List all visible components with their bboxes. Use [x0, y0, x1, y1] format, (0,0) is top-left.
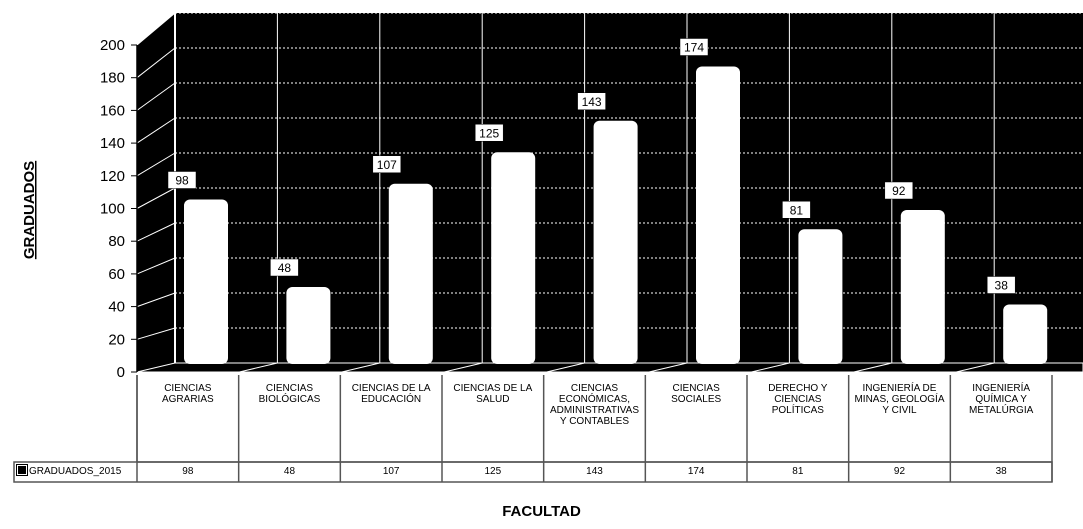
data-label: 38 — [995, 279, 1009, 293]
floor-divider — [341, 362, 380, 373]
data-label: 125 — [479, 126, 499, 140]
legend-swatch — [16, 464, 28, 476]
x-tick-label: INGENIERÍA DE MINAS, GEOLOGÍA Y CIVIL — [854, 383, 945, 416]
x-tick-label: CIENCIAS SOCIALES — [671, 383, 722, 405]
gridline-side — [136, 222, 176, 242]
bar — [491, 152, 536, 364]
y-tick-label: 20 — [108, 331, 125, 348]
floor-divider — [751, 362, 790, 373]
data-label: 92 — [892, 184, 906, 198]
y-tick-label: 160 — [100, 102, 125, 119]
data-label-box — [167, 171, 197, 189]
bar — [798, 229, 843, 364]
data-label-box — [474, 124, 504, 142]
data-label-box — [884, 181, 914, 200]
x-axis-label: FACULTAD — [502, 503, 581, 520]
x-tick-label: CIENCIAS AGRARIAS — [161, 383, 214, 405]
x-tick-label: CIENCIAS DE LA SALUD — [453, 383, 533, 405]
floor-divider — [956, 362, 995, 373]
floor-divider — [853, 362, 892, 373]
data-label-box — [782, 201, 811, 219]
floor-divider — [546, 362, 585, 373]
bar — [696, 66, 740, 364]
gridline-side — [136, 82, 176, 111]
y-tick-label: 0 — [117, 364, 125, 381]
floor-divider — [648, 362, 688, 373]
data-table-value: 125 — [484, 466, 502, 477]
data-label-box — [270, 258, 299, 277]
floor-divider — [239, 362, 278, 373]
data-table-value: 81 — [792, 466, 804, 477]
gridline-side — [136, 187, 176, 209]
gridline-side — [136, 117, 176, 144]
y-tick-label: 100 — [100, 201, 125, 218]
data-label: 143 — [582, 95, 602, 109]
data-table-value: 48 — [283, 466, 296, 477]
data-label: 98 — [175, 174, 189, 188]
data-label-box — [372, 155, 402, 173]
data-table-value: 107 — [382, 466, 400, 477]
x-tick-label: DERECHO Y CIENCIAS POLÍTICAS — [768, 383, 828, 416]
data-table-value: 92 — [893, 466, 906, 477]
gridline-side — [136, 327, 176, 340]
data-label: 81 — [790, 203, 804, 217]
x-tick-label: INGENIERÍA QUÍMICA Y METALÚRGIA — [969, 383, 1034, 416]
gridline-side — [136, 47, 176, 79]
data-table-legend: GRADUADOS_2015 — [14, 462, 138, 482]
data-label-box — [577, 92, 606, 110]
data-label-box — [986, 276, 1016, 294]
y-tick-label: 120 — [100, 168, 125, 185]
bar — [900, 210, 945, 364]
floor-divider — [444, 362, 483, 373]
y-axis-label: GRADUADOS — [8, 150, 48, 270]
bar — [1003, 304, 1048, 364]
data-label: 174 — [684, 41, 704, 55]
legend-series-name: GRADUADOS_2015 — [29, 466, 122, 477]
data-table-value: 143 — [586, 466, 603, 477]
y-tick-label: 80 — [108, 233, 125, 250]
y-tick-label: 200 — [100, 37, 125, 54]
bar — [184, 199, 228, 364]
gridline-side — [136, 152, 176, 177]
data-label: 107 — [377, 158, 397, 172]
data-label-box — [679, 38, 709, 56]
data-table-value: 174 — [687, 466, 705, 477]
data-table-value: 98 — [182, 466, 194, 477]
y-tick-label: 60 — [108, 266, 125, 283]
data-label: 48 — [278, 261, 292, 275]
bar — [593, 120, 638, 364]
bar — [286, 287, 331, 364]
gridline-side — [136, 12, 176, 46]
floor — [136, 362, 1083, 373]
y-tick-label: 180 — [100, 70, 125, 87]
x-tick-label: CIENCIAS BIOLÓGICAS — [258, 383, 321, 405]
x-tick-label: CIENCIAS DE LA EDUCACIÓN — [351, 383, 431, 405]
gridline-side — [136, 257, 176, 275]
y-tick-label: 140 — [100, 135, 125, 152]
y-tick-label: 40 — [108, 299, 125, 316]
gridline-side — [136, 292, 176, 308]
data-table-value: 38 — [995, 466, 1007, 477]
x-tick-label: CIENCIAS ECONÓMICAS, ADMINISTRATIVAS Y C… — [549, 383, 640, 427]
bar — [388, 183, 433, 364]
y-axis-label-text: GRADUADOS — [21, 161, 38, 259]
